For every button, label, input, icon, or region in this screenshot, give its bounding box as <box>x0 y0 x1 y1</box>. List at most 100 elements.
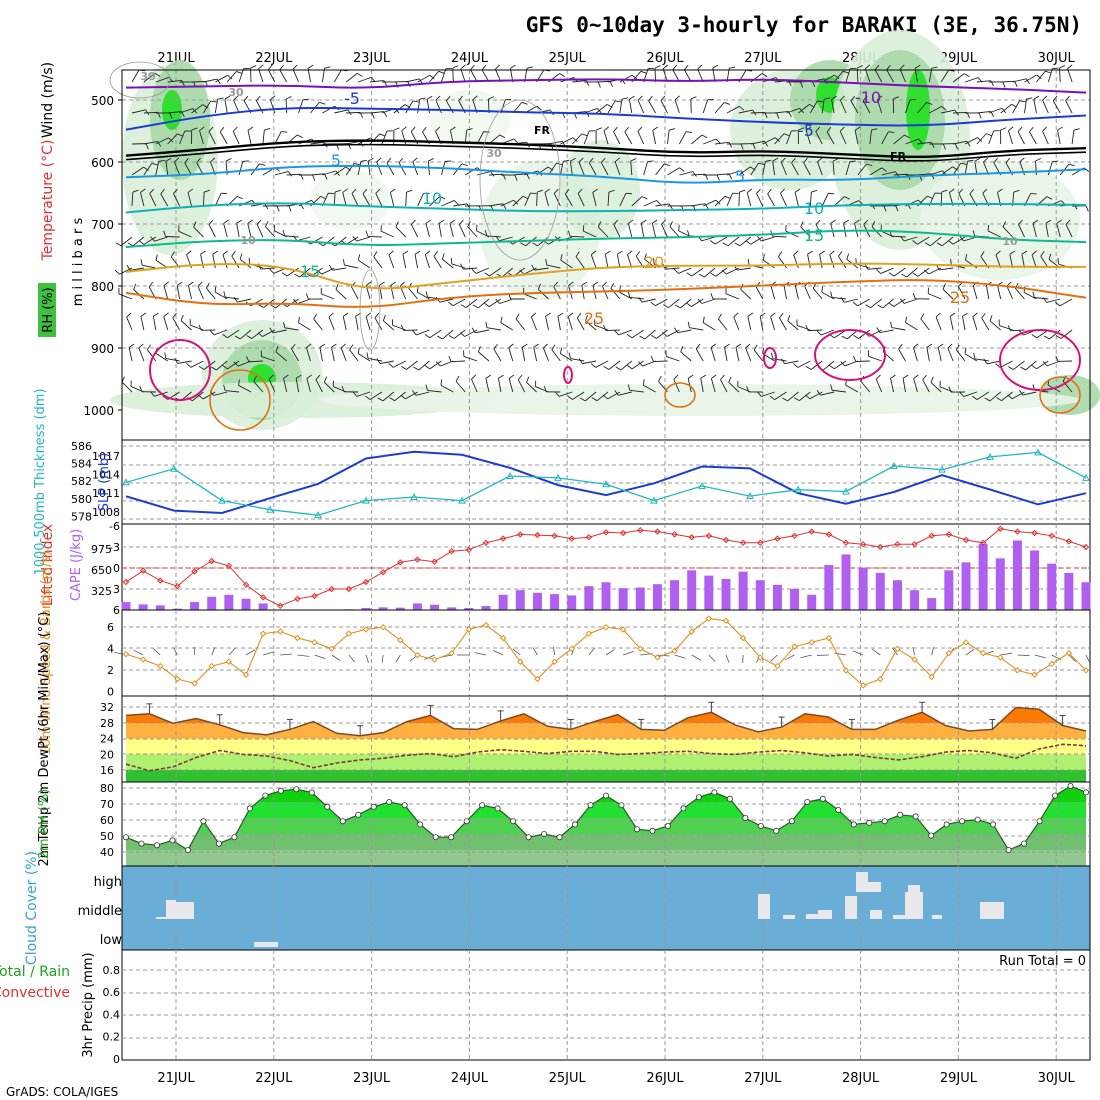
rh-point <box>912 813 919 820</box>
wind-barb-flag <box>157 141 162 147</box>
wind-barb <box>703 199 717 207</box>
wind-barb <box>1034 297 1049 300</box>
wind-barb <box>974 358 989 362</box>
wind-barb-flag <box>830 384 833 391</box>
wind-barb-flag <box>445 160 452 162</box>
wind-barb <box>808 329 823 332</box>
wind-barb-flag <box>170 251 175 257</box>
wind-barb-flag <box>425 384 428 391</box>
wind-barb-flag <box>283 374 289 379</box>
contour-label--5: -5 <box>798 121 814 140</box>
wind-barb <box>155 137 169 145</box>
wind-barb <box>715 141 730 145</box>
wind-barb <box>453 329 466 339</box>
cape-bar <box>224 594 234 610</box>
wind-barb <box>704 267 716 278</box>
wind-barb <box>750 236 763 245</box>
wind-barb-flag <box>210 100 217 103</box>
wind-barb-flag <box>769 395 775 400</box>
rh-point <box>587 802 594 809</box>
wind-barb <box>595 104 608 114</box>
li-point <box>911 540 918 548</box>
wind-barb-flag <box>815 219 821 225</box>
wind-barb-flag <box>821 286 824 293</box>
slp-line <box>125 450 1087 515</box>
wind-barb-flag <box>291 343 296 350</box>
wind-barb <box>665 267 680 270</box>
li-point <box>294 595 301 603</box>
cape-bar <box>515 590 525 610</box>
wind-barb <box>369 133 380 145</box>
wind-barb <box>651 223 657 238</box>
wind-barb <box>838 255 847 269</box>
wind-barb-flag <box>958 188 964 194</box>
label-wind: Wind (m/s) <box>40 62 56 138</box>
wind-barb-flag <box>888 272 895 277</box>
wind-barb <box>1022 391 1037 396</box>
wind-barb <box>641 298 656 303</box>
rh-point <box>773 827 780 834</box>
wind-barb <box>576 317 585 331</box>
wind-barb-flag <box>425 219 432 224</box>
wind-barb-flag <box>942 283 946 290</box>
cape-bar <box>944 570 954 610</box>
wind-barb <box>821 193 829 207</box>
wind-barb <box>854 130 859 145</box>
cape-bar <box>807 594 817 610</box>
wind-barb-flag <box>866 163 873 167</box>
rh-point <box>711 789 718 796</box>
wind-barb-flag <box>437 335 443 340</box>
wind-barb-flag <box>315 374 321 380</box>
wind-barb-flag <box>831 95 837 100</box>
wind-barb-flag <box>1042 361 1048 367</box>
cape-bar <box>532 592 542 610</box>
wind-barb <box>155 76 170 83</box>
wind-barb-flag <box>588 157 594 164</box>
wind-barb-flag <box>114 269 120 275</box>
wind-barb-flag <box>537 283 542 290</box>
top-x-tick-label: 23JUL <box>353 51 391 66</box>
wind-barb-flag <box>517 374 523 380</box>
wind-barb-flag <box>383 80 388 87</box>
wind-barb <box>544 192 549 207</box>
wind-barb-flag <box>453 200 459 205</box>
wind-barb-flag <box>1040 251 1045 257</box>
wind-barb-flag <box>747 312 754 317</box>
wind-barb-flag <box>642 379 645 386</box>
wind-barb <box>333 69 342 83</box>
li-point <box>637 526 644 534</box>
wind-barb-flag <box>375 188 381 194</box>
wind-barb <box>191 80 206 83</box>
wind-barb-flag <box>746 386 750 393</box>
wind-barb <box>937 347 942 362</box>
wind-barb-flag <box>772 157 779 162</box>
bottom-x-tick-label: 26JUL <box>646 1071 684 1086</box>
thickness-tick-label: 586 <box>71 440 92 453</box>
wind-barb <box>274 131 282 145</box>
cape-bar <box>652 584 662 610</box>
wind-barb-flag <box>617 250 623 255</box>
li-point <box>928 532 935 540</box>
wind-barb <box>508 378 514 393</box>
temp-band <box>126 754 1086 770</box>
wind-barb <box>714 195 726 207</box>
rh-shade <box>310 170 390 230</box>
wind-barb-flag <box>398 157 404 164</box>
wind-barb <box>880 267 894 274</box>
wind-barb-flag <box>771 352 774 359</box>
wind-barb <box>668 298 680 309</box>
thickness-point <box>458 496 466 504</box>
wind-barb <box>997 285 1002 300</box>
wind-barb <box>745 347 752 362</box>
wind-barb-flag <box>488 96 495 100</box>
wind-barb-flag <box>728 142 733 148</box>
wind-barb-flag <box>148 281 154 288</box>
li-point <box>517 531 524 538</box>
wind-barb-flag <box>198 324 202 331</box>
rh-point <box>1005 847 1012 854</box>
li-point <box>774 535 781 542</box>
wind-barb <box>809 100 818 114</box>
wind-barb-flag <box>115 242 122 247</box>
wind-barb-flag <box>637 126 643 132</box>
wind-barb <box>875 378 883 393</box>
